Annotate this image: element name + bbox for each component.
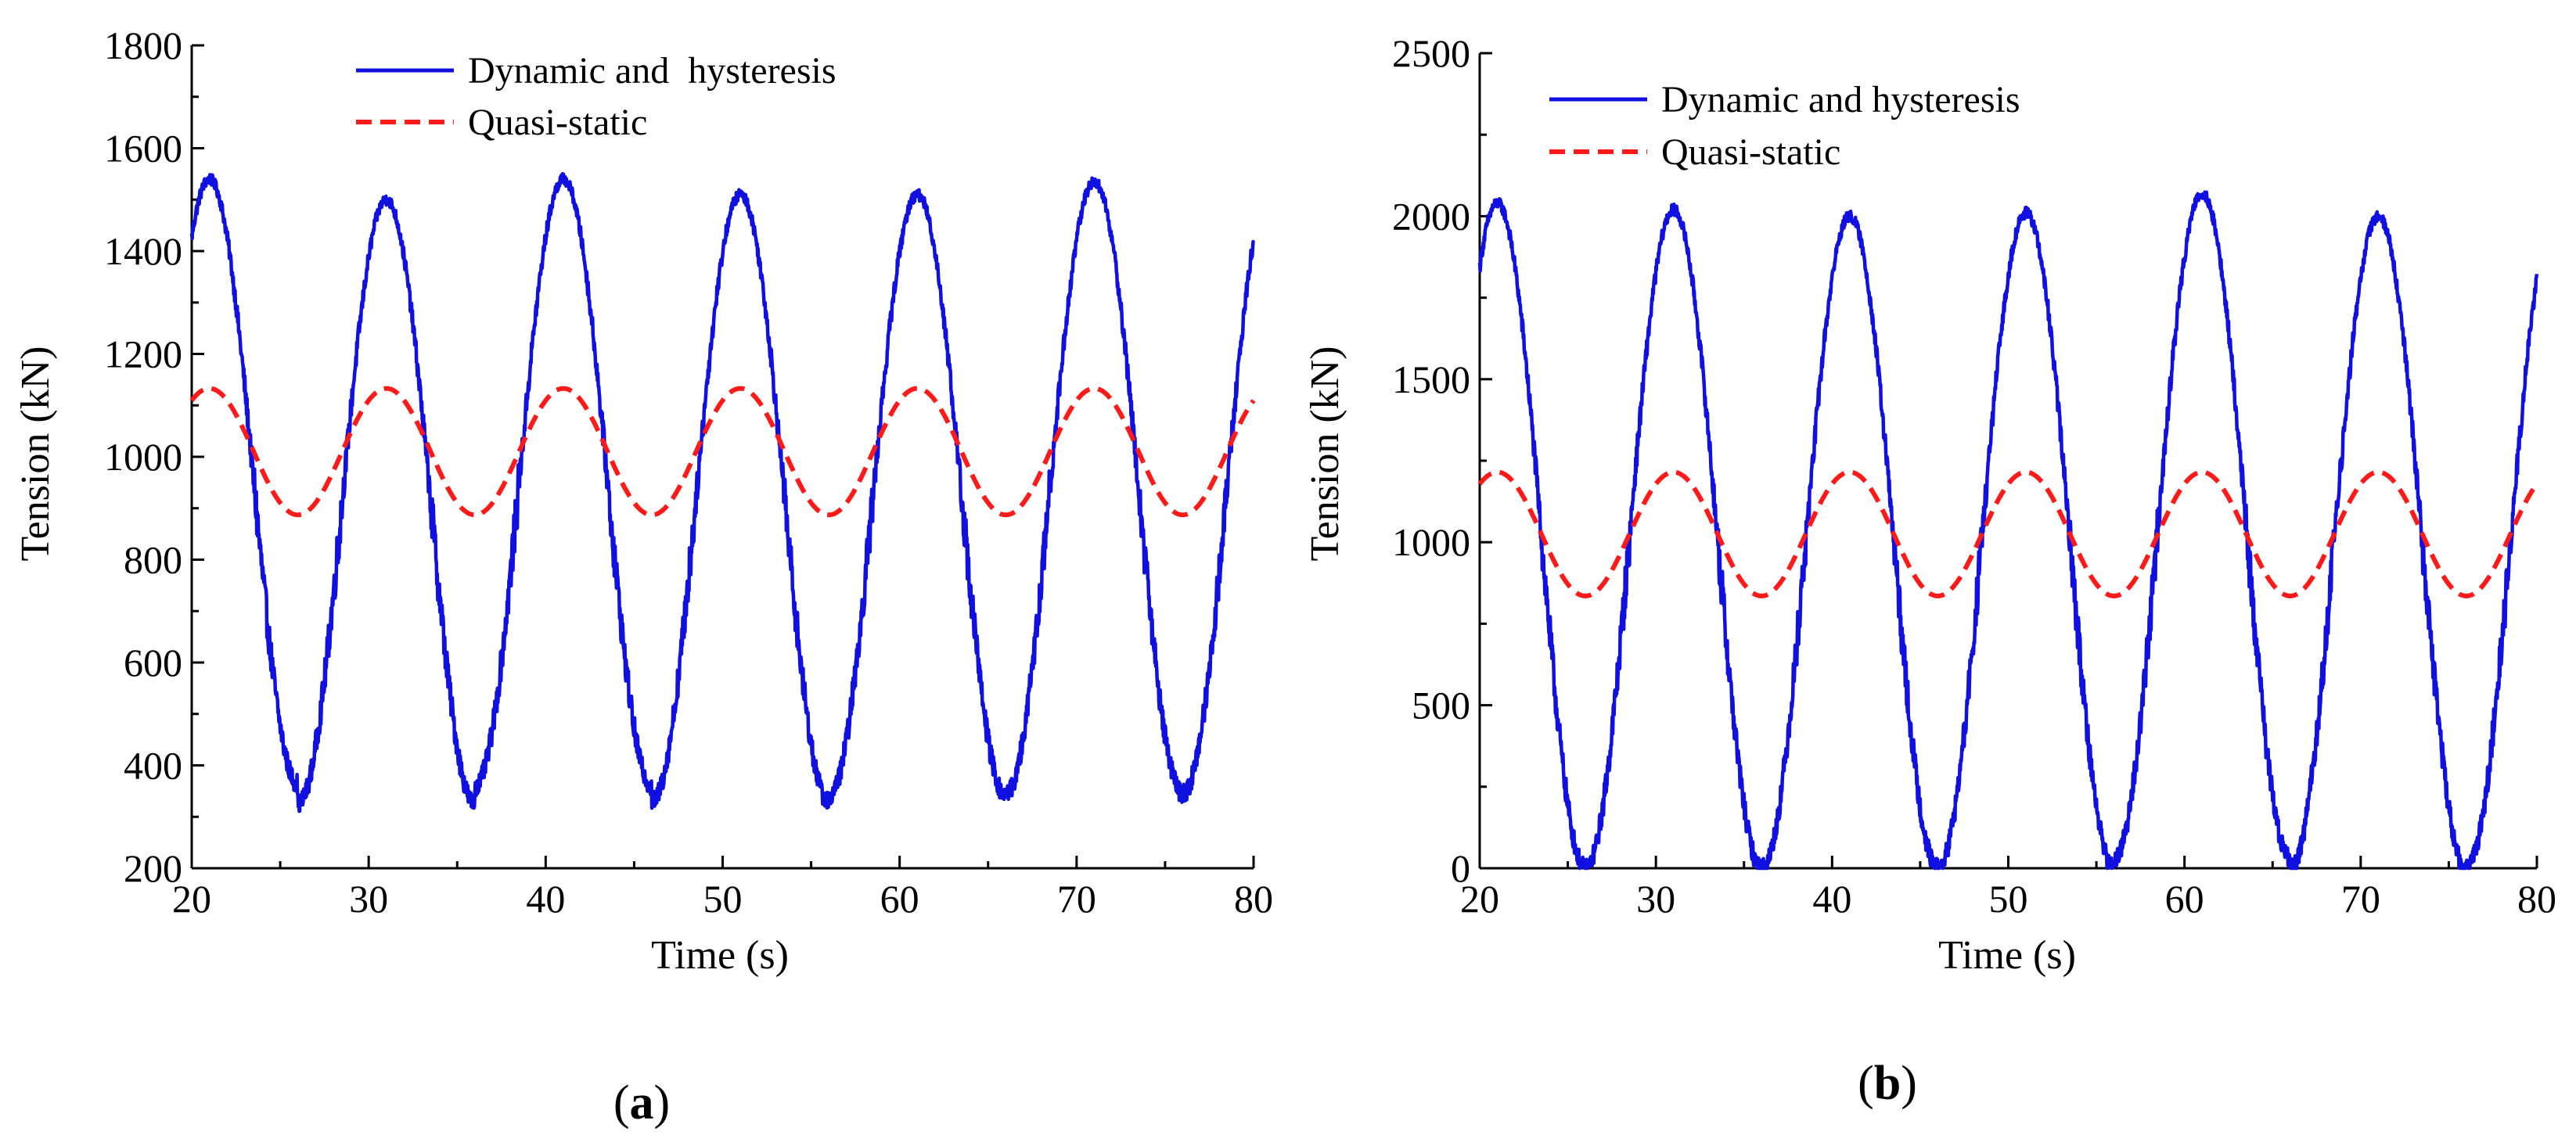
x-tick-label-a: 50	[703, 877, 743, 921]
y-tick-label-b: 1500	[1392, 357, 1470, 401]
legend-a: Dynamic and hysteresis Quasi-static	[356, 50, 836, 143]
y-tick-label-a: 1600	[104, 127, 182, 171]
x-tick-label-a: 60	[880, 877, 919, 921]
x-axis-label-a: Time (s)	[651, 933, 789, 978]
legend-label-dynamic-b: Dynamic and hysteresis	[1661, 79, 2020, 120]
x-tick-label-a: 40	[526, 877, 565, 921]
y-tick-label-b: 500	[1412, 684, 1470, 727]
y-tick-label-a: 1800	[104, 23, 182, 67]
x-tick-label-a: 80	[1234, 877, 1273, 921]
x-ticks-b: 20 30 40 50 60 70 80	[1460, 856, 2556, 921]
panel-label-close-b: )	[1901, 1057, 1917, 1110]
x-tick-label-b: 50	[1989, 877, 2028, 921]
y-tick-label-a: 400	[124, 744, 182, 788]
y-tick-label-a: 1400	[104, 229, 182, 273]
legend-label-dynamic-a: Dynamic and hysteresis	[468, 50, 836, 92]
y-tick-label-a: 600	[124, 641, 182, 684]
series-group-b	[1477, 190, 2539, 871]
panel-label-open-a: (	[613, 1076, 630, 1129]
y-tick-label-a: 1000	[104, 435, 182, 479]
y-tick-label-b: 2000	[1392, 194, 1470, 238]
y-ticks-a: 200 400 600 800 1000 1200 1400 1600 1800	[104, 23, 204, 890]
x-tick-label-b: 20	[1460, 877, 1499, 921]
series-dynamic-a	[189, 172, 1256, 813]
x-tick-label-a: 30	[349, 877, 388, 921]
x-tick-label-a: 70	[1057, 877, 1096, 921]
y-tick-label-a: 1200	[104, 332, 182, 376]
legend-b: Dynamic and hysteresis Quasi-static	[1549, 79, 2020, 173]
panel-label-close-a: )	[654, 1076, 671, 1129]
series-quasi-static-b	[1477, 469, 2539, 598]
y-tick-label-a: 200	[124, 846, 182, 890]
y-tick-label-b: 2500	[1392, 31, 1470, 75]
y-tick-label-a: 800	[124, 538, 182, 582]
x-tick-label-b: 60	[2165, 877, 2204, 921]
x-tick-label-b: 30	[1636, 877, 1675, 921]
chart-panel-b: 20 30 40 50 60 70 80 0 500 1000 1500 2000 2500 Time…	[1303, 31, 2556, 1110]
x-axis-label-b: Time (s)	[1938, 933, 2076, 978]
x-tick-label-b: 40	[1812, 877, 1851, 921]
y-tick-label-b: 1000	[1392, 520, 1470, 564]
panel-label-open-b: (	[1858, 1057, 1874, 1110]
series-group-a	[189, 172, 1256, 813]
panel-label-a: (a)	[613, 1076, 670, 1129]
y-tick-label-b: 0	[1451, 846, 1470, 890]
series-quasi-static-a	[189, 386, 1256, 518]
panel-label-letter-b: b	[1874, 1057, 1901, 1110]
x-tick-label-a: 20	[172, 877, 211, 921]
x-tick-label-b: 80	[2517, 877, 2556, 921]
panel-label-b: (b)	[1858, 1057, 1917, 1110]
chart-panel-a: 20 30 40 50 60 70 80 200 400 600 800 1000 1200 1400 1…	[13, 23, 1273, 1129]
x-tick-label-b: 70	[2341, 877, 2380, 921]
legend-label-quasi-a: Quasi-static	[468, 102, 647, 143]
x-ticks-a: 20 30 40 50 60 70 80	[172, 856, 1273, 921]
y-ticks-b: 0 500 1000 1500 2000 2500	[1392, 31, 1492, 890]
legend-label-quasi-b: Quasi-static	[1661, 131, 1840, 173]
panel-label-letter-a: a	[630, 1076, 654, 1129]
y-axis-label-a: Tension (kN)	[13, 346, 58, 561]
plot-area-a	[190, 45, 1254, 870]
y-axis-label-b: Tension (kN)	[1303, 346, 1347, 561]
series-dynamic-b	[1477, 190, 2539, 871]
